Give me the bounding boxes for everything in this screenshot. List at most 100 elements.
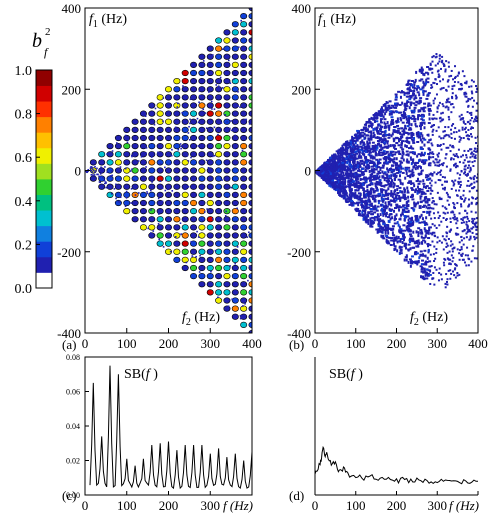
heat-cell: [158, 213, 160, 215]
heat-cell: [365, 150, 369, 153]
heat-cell: [374, 152, 378, 155]
heat-cell: [389, 157, 392, 161]
heat-cell: [407, 115, 411, 118]
heat-cell: [438, 101, 441, 104]
heat-cell: [344, 176, 348, 179]
heat-cell: [380, 130, 384, 133]
heat-cell: [390, 170, 394, 173]
heat-cell: [422, 210, 426, 213]
heat-cell: [187, 160, 190, 162]
heat-cell: [223, 297, 231, 304]
heat-cell: [475, 189, 478, 192]
heat-cell: [407, 181, 411, 184]
heat-cell: [344, 193, 348, 196]
heat-cell: [475, 102, 478, 105]
heat-cell: [389, 217, 392, 221]
heat-cell: [430, 152, 433, 155]
heat-cell: [206, 183, 214, 190]
heat-cell: [423, 121, 426, 125]
heat-cell: [390, 134, 393, 138]
heat-cell: [446, 225, 449, 228]
heat-cell: [410, 117, 414, 120]
heat-cell: [407, 243, 411, 246]
heat-cell: [90, 166, 92, 168]
heat-cell: [415, 87, 418, 91]
heat-cell: [370, 123, 374, 126]
panel-b-id: (b): [289, 337, 304, 352]
heat-cell: [197, 236, 200, 238]
heat-cell: [365, 160, 368, 164]
heat-cell: [378, 138, 381, 142]
heat-cell: [227, 59, 230, 62]
heat-cell: [470, 152, 473, 155]
heat-cell: [475, 225, 478, 228]
heat-cell: [386, 167, 389, 171]
heat-cell: [446, 98, 449, 101]
heat-cell: [449, 277, 452, 280]
heat-cell: [159, 162, 162, 165]
heat-cell: [165, 143, 173, 150]
heat-cell: [206, 256, 214, 263]
heat-cell: [407, 87, 410, 91]
heat-cell: [198, 264, 206, 272]
panel-b-y-tick-label: 200: [292, 82, 312, 97]
heat-cell: [431, 71, 434, 74]
heat-cell: [387, 242, 391, 245]
heat-cell: [420, 267, 424, 270]
heat-cell: [89, 167, 92, 169]
heat-cell: [223, 256, 231, 263]
heat-cell: [409, 174, 412, 178]
heat-cell: [355, 157, 359, 160]
heat-cell: [240, 175, 248, 182]
heat-cell: [377, 170, 381, 173]
heat-cell: [341, 161, 345, 164]
heat-cell: [441, 55, 444, 58]
heat-cell: [198, 126, 206, 133]
heat-cell: [419, 109, 422, 113]
heat-cell: [157, 153, 159, 155]
heat-cell: [431, 60, 434, 63]
heat-cell: [433, 224, 436, 227]
heat-cell: [471, 196, 474, 199]
heat-cell: [240, 102, 248, 109]
heat-cell: [441, 205, 444, 208]
heat-cell: [399, 131, 402, 135]
heat-cell: [224, 300, 226, 302]
heat-cell: [475, 90, 478, 93]
heat-cell: [390, 179, 393, 183]
panel-c-ticks: 0 100 200 300 f (Hz)0.080.060.040.020.00: [66, 353, 253, 513]
heat-cell: [470, 111, 473, 114]
heat-cell: [226, 126, 228, 129]
heat-cell: [414, 164, 418, 167]
heat-cell: [104, 166, 106, 168]
heat-cell: [171, 190, 174, 192]
heat-cell: [390, 190, 393, 194]
heat-cell: [406, 158, 409, 162]
heat-cell: [374, 168, 378, 171]
heat-cell: [367, 124, 370, 128]
heat-cell: [407, 260, 410, 264]
heat-cell: [467, 198, 470, 201]
heat-cell: [422, 191, 426, 194]
heat-cell: [443, 264, 446, 267]
heat-cell: [380, 230, 383, 234]
heat-cell: [443, 135, 446, 138]
heat-cell: [425, 97, 429, 100]
heat-cell: [423, 82, 426, 86]
heat-cell: [442, 211, 445, 214]
heat-cell: [402, 238, 405, 242]
heat-cell: [365, 165, 368, 169]
heat-cell: [352, 162, 356, 165]
heat-cell: [467, 254, 470, 257]
heat-cell: [399, 95, 402, 99]
heat-cell: [198, 61, 206, 68]
heat-cell: [173, 224, 181, 231]
heat-cell: [471, 105, 474, 108]
heat-cell: [240, 240, 248, 247]
heat-cell: [377, 182, 380, 186]
heat-cell: [333, 155, 337, 158]
heat-cell: [139, 143, 147, 150]
heat-cell: [362, 188, 365, 192]
heat-cell: [395, 136, 399, 139]
heat-cell: [389, 181, 392, 185]
